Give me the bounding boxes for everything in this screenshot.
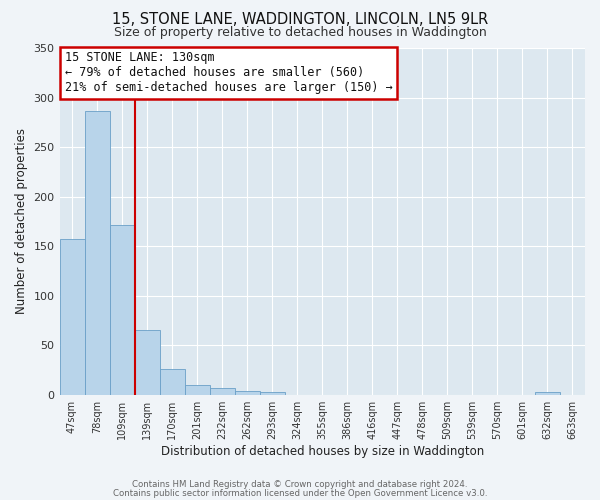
X-axis label: Distribution of detached houses by size in Waddington: Distribution of detached houses by size … bbox=[161, 444, 484, 458]
Bar bbox=[134, 330, 160, 394]
Bar bbox=[59, 239, 85, 394]
Bar bbox=[260, 392, 285, 394]
Bar bbox=[235, 390, 260, 394]
Text: Contains HM Land Registry data © Crown copyright and database right 2024.: Contains HM Land Registry data © Crown c… bbox=[132, 480, 468, 489]
Bar bbox=[209, 388, 235, 394]
Bar bbox=[160, 369, 185, 394]
Bar bbox=[185, 385, 209, 394]
Bar bbox=[110, 226, 134, 394]
Y-axis label: Number of detached properties: Number of detached properties bbox=[15, 128, 28, 314]
Text: Size of property relative to detached houses in Waddington: Size of property relative to detached ho… bbox=[113, 26, 487, 39]
Text: 15 STONE LANE: 130sqm
← 79% of detached houses are smaller (560)
21% of semi-det: 15 STONE LANE: 130sqm ← 79% of detached … bbox=[65, 52, 392, 94]
Bar bbox=[535, 392, 560, 394]
Bar bbox=[85, 112, 110, 395]
Text: 15, STONE LANE, WADDINGTON, LINCOLN, LN5 9LR: 15, STONE LANE, WADDINGTON, LINCOLN, LN5… bbox=[112, 12, 488, 28]
Text: Contains public sector information licensed under the Open Government Licence v3: Contains public sector information licen… bbox=[113, 488, 487, 498]
